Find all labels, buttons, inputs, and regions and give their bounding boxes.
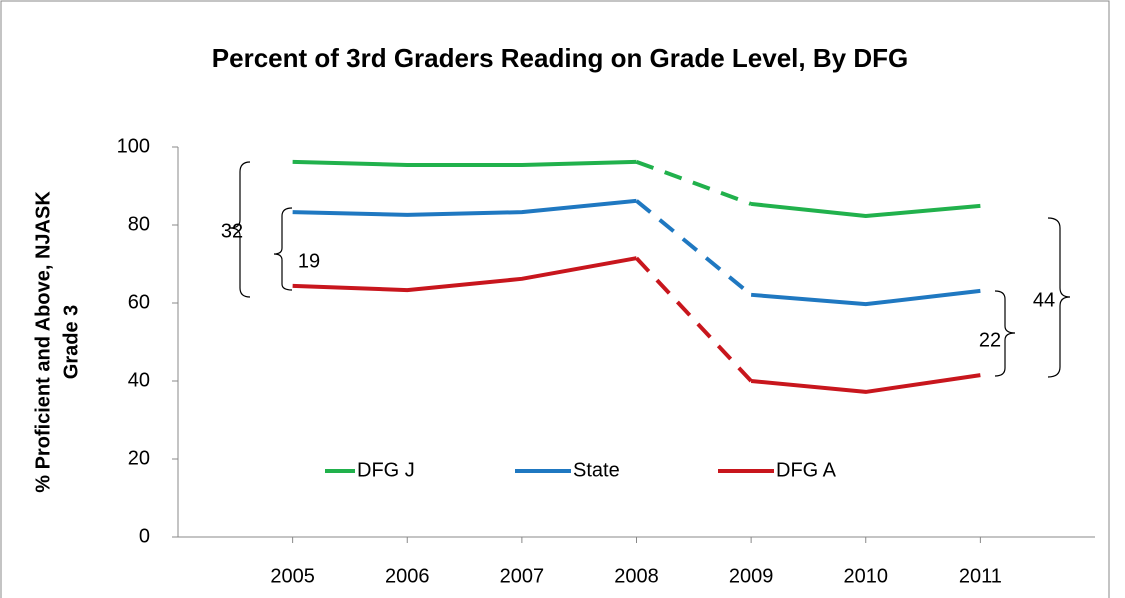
bracket [229, 161, 251, 298]
legend-label: DFG A [776, 459, 837, 481]
x-tick-label: 2008 [614, 565, 659, 587]
bracket [273, 207, 293, 291]
annotation: 44 [1033, 289, 1055, 311]
series-line [635, 256, 753, 383]
series-line [750, 288, 981, 307]
series-line [750, 373, 981, 394]
x-tick-label: 2011 [959, 565, 1002, 587]
y-axis-title-line: % Proficient and Above, NJASK [32, 191, 54, 493]
y-axis-title: % Proficient and Above, NJASK Grade 3 [32, 191, 82, 493]
legend-label: State [573, 459, 620, 481]
x-tick-label: 2006 [385, 565, 430, 587]
series-line [750, 201, 981, 219]
y-tick-label: 0 [139, 525, 150, 547]
series-line [292, 159, 637, 167]
x-tick-label: 2007 [500, 565, 545, 587]
series-line [292, 198, 637, 217]
chart-title: Percent of 3rd Graders Reading on Grade … [212, 43, 908, 73]
annotation: 19 [298, 250, 320, 272]
bracket [994, 290, 1016, 377]
series-line [635, 159, 752, 206]
x-tick-label: 2010 [844, 565, 889, 587]
y-tick-label: 100 [117, 135, 150, 157]
series-line [292, 256, 637, 293]
y-axis-title-line: Grade 3 [60, 305, 82, 379]
x-tick-label: 2009 [729, 565, 774, 587]
y-tick-label: 80 [128, 213, 150, 235]
legend-label: DFG J [357, 459, 415, 481]
x-tick-label: 2005 [270, 565, 315, 587]
y-tick-label: 20 [128, 447, 150, 469]
y-tick-label: 60 [128, 291, 150, 313]
annotation: 22 [979, 329, 1001, 351]
annotation: 32 [221, 220, 243, 242]
bracket [1047, 217, 1071, 378]
y-tick-label: 40 [128, 369, 150, 391]
series-line [635, 199, 753, 297]
